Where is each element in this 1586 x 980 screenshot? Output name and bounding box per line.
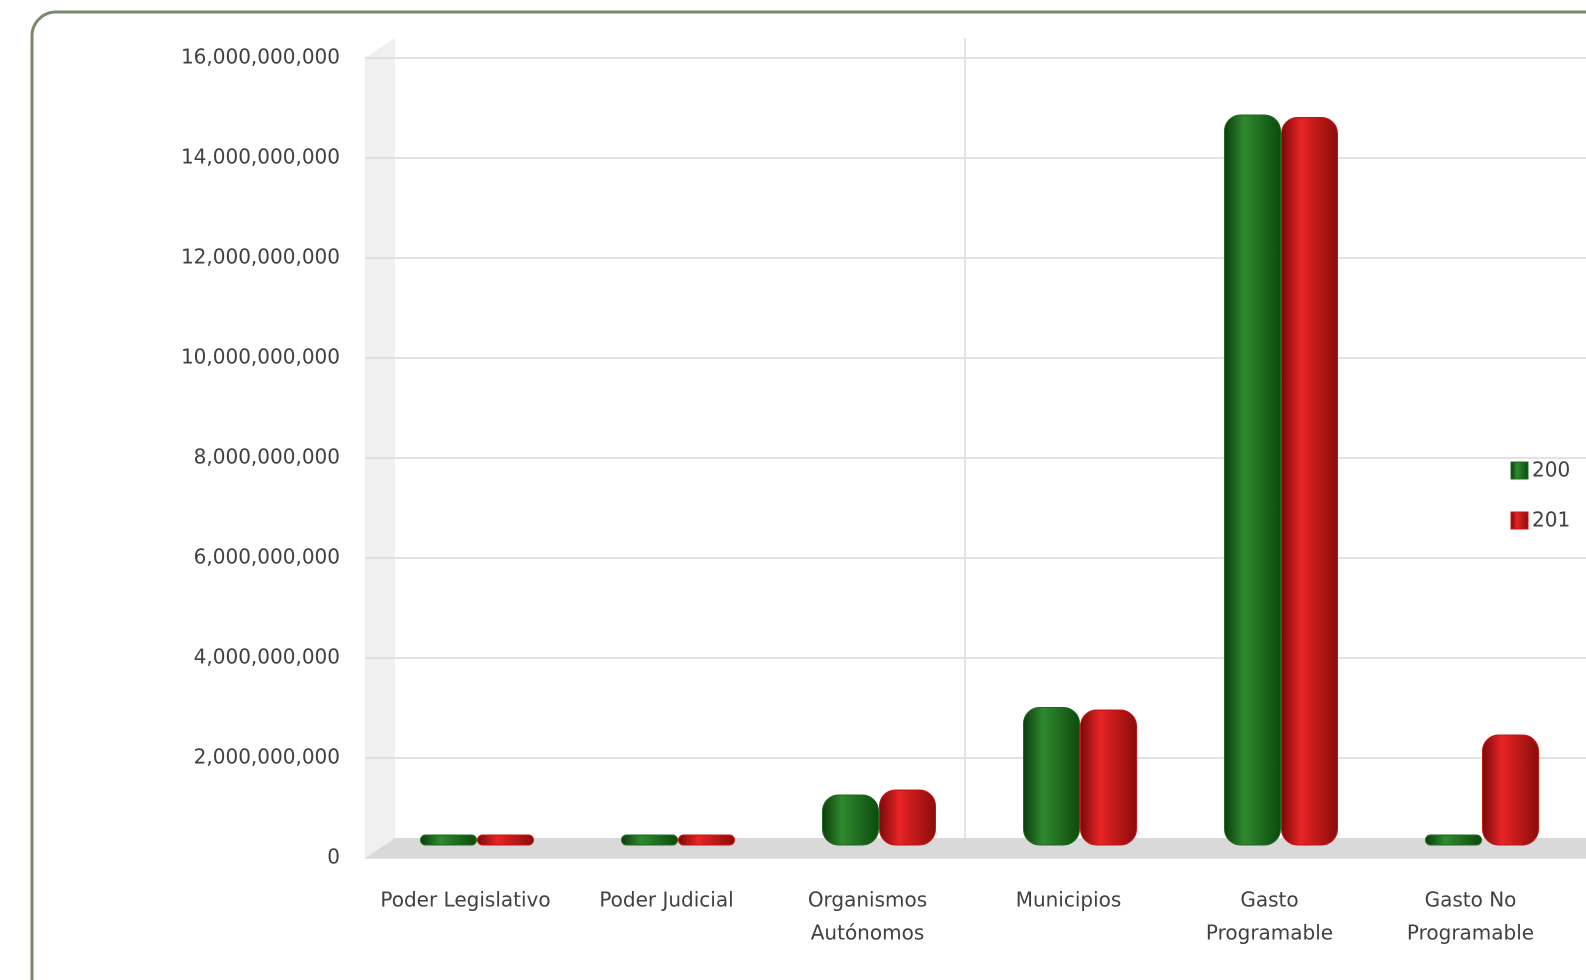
y-tick-label: 8,000,000,000 (194, 445, 340, 469)
x-tick-label: Programable (1206, 921, 1333, 945)
x-tick-label: Gasto (1240, 888, 1298, 912)
bar (1426, 835, 1482, 845)
bar (478, 835, 534, 845)
bar (421, 835, 477, 845)
legend-swatch (1511, 512, 1528, 529)
y-tick-label: 2,000,000,000 (194, 745, 340, 769)
bar (823, 795, 879, 845)
floor (365, 838, 1586, 858)
bar (1081, 710, 1137, 845)
x-tick-label: Poder Judicial (599, 888, 733, 912)
bar (1024, 708, 1080, 846)
legend-swatch (1511, 462, 1528, 479)
y-tick-label: 6,000,000,000 (194, 545, 340, 569)
y-tick-label: 12,000,000,000 (181, 245, 340, 269)
y-tick-label: 16,000,000,000 (181, 45, 340, 69)
bar (622, 835, 678, 845)
x-tick-label: Poder Legislativo (380, 888, 550, 912)
side-wall (365, 38, 395, 858)
x-tick-label: Autónomos (811, 921, 925, 945)
y-tick-label: 14,000,000,000 (181, 145, 340, 169)
bar (679, 835, 735, 845)
legend-label: 200 (1532, 458, 1570, 482)
x-tick-label: Gasto No (1425, 888, 1517, 912)
bar (1225, 115, 1281, 845)
bar (1282, 118, 1338, 846)
y-tick-label: 4,000,000,000 (194, 645, 340, 669)
y-tick-label: 10,000,000,000 (181, 345, 340, 369)
x-tick-label: Organismos (808, 888, 927, 912)
bar (880, 790, 936, 845)
x-tick-label: Programable (1407, 921, 1534, 945)
page: {"chart_data":{"type":"bar", "categories… (0, 0, 1586, 980)
bar (1483, 735, 1539, 845)
chart: 0 2,000,000,000 4,000,000,000 6,000,000,000… (0, 0, 1586, 980)
legend-label: 201 (1532, 508, 1570, 532)
y-tick-label: 0 (327, 845, 340, 869)
x-tick-label: Municipios (1016, 888, 1122, 912)
